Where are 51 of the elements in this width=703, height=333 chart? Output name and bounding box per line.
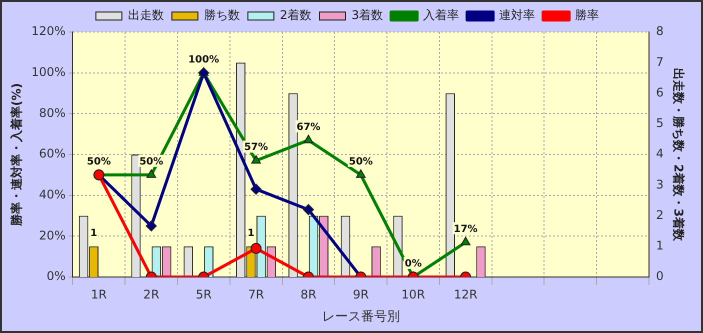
legend-label: 入着率 — [423, 8, 460, 22]
data-label: 0% — [404, 258, 422, 270]
data-label: 50% — [348, 156, 373, 168]
legend-label: 連対率 — [499, 8, 536, 22]
y2-tick-label: 3 — [656, 177, 664, 192]
point — [146, 169, 156, 178]
x-tick-label: 7R — [248, 287, 264, 302]
y-tick-label: 100% — [31, 64, 66, 79]
data-label: 17% — [454, 224, 478, 235]
x-tick-label: 5R — [196, 287, 212, 302]
point — [198, 67, 210, 78]
y2-tick-label: 7 — [656, 54, 664, 69]
legend-label: 勝ち数 — [204, 8, 240, 22]
y2-tick-label: 0 — [656, 269, 664, 284]
y-tick-label: 40% — [39, 187, 66, 202]
y2-tick-label: 8 — [656, 24, 664, 38]
data-label: 100% — [188, 54, 220, 66]
data-label: 50% — [139, 156, 164, 168]
data-label: 1 — [90, 228, 98, 239]
x-axis-title: レース番号別 — [322, 310, 400, 325]
y-tick-label: 60% — [39, 146, 66, 161]
legend-label: 勝率 — [575, 8, 600, 22]
y-tick-label: 20% — [39, 228, 66, 242]
point — [251, 155, 261, 164]
y-tick-label: 80% — [39, 106, 66, 120]
y-axis-title: 勝率・連対率・入着率(%) — [9, 83, 24, 227]
y-tick-label: 0% — [46, 269, 66, 284]
x-tick-label: 2R — [143, 287, 160, 302]
data-label: 1 — [247, 228, 254, 239]
legend-label: 3着数 — [352, 8, 384, 22]
x-tick-label: 10R — [401, 287, 426, 302]
y2-tick-label: 1 — [656, 238, 664, 252]
y2-tick-label: 2 — [656, 208, 664, 222]
data-label: 50% — [86, 156, 111, 168]
y2-axis-title: 出走数・勝ち数・2着数・3着数 — [672, 68, 686, 242]
x-tick-label: 1R — [90, 287, 107, 302]
legend-label: 2着数 — [280, 8, 312, 22]
y-tick-label: 120% — [31, 24, 66, 38]
y2-tick-label: 6 — [656, 85, 664, 100]
data-label: 67% — [296, 122, 320, 133]
point — [460, 236, 470, 246]
point — [250, 184, 262, 195]
point — [304, 134, 314, 144]
x-tick-label: 12R — [454, 287, 478, 302]
point — [356, 169, 366, 178]
y2-tick-label: 5 — [656, 116, 664, 130]
x-tick-label: 8R — [300, 287, 316, 302]
y2-tick-label: 4 — [656, 146, 664, 161]
legend-label: 出走数 — [128, 8, 164, 22]
x-tick-label: 9R — [352, 287, 369, 302]
data-label: 57% — [244, 142, 268, 154]
